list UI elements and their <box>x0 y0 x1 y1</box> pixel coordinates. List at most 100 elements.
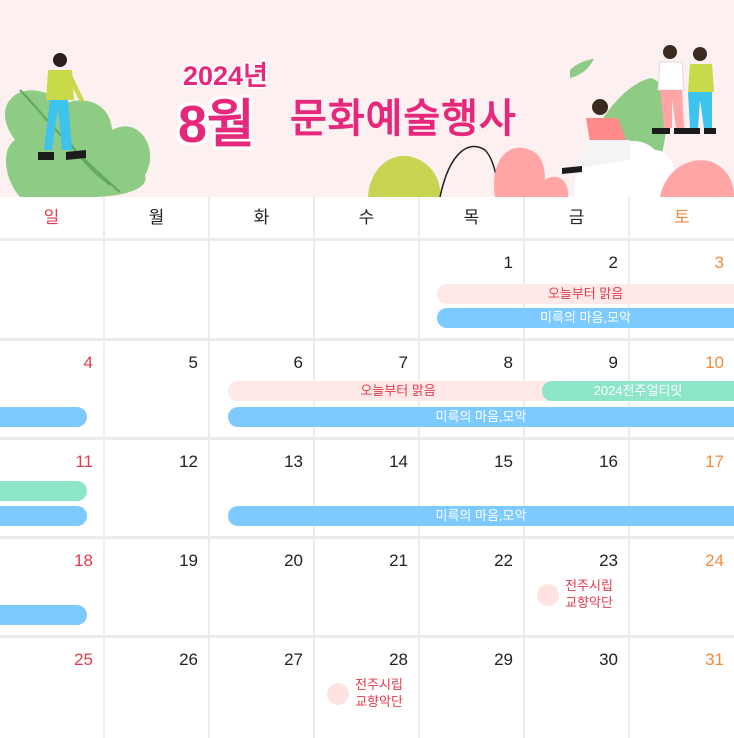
weekday-wed: 수 <box>315 197 420 241</box>
day-number: 27 <box>284 650 303 669</box>
day-cell[interactable]: 5 <box>105 341 210 440</box>
bush-icon <box>439 145 501 197</box>
day-number: 6 <box>293 353 303 372</box>
weekday-sat: 토 <box>630 197 734 241</box>
weekday-thu: 목 <box>420 197 525 241</box>
event-bar-jeonju-ultimate-end[interactable] <box>0 481 87 501</box>
event-bar-mireuk[interactable]: 미륵의 마음,모악 <box>228 407 734 427</box>
day-number: 17 <box>705 452 724 471</box>
day-number: 1 <box>503 253 513 272</box>
day-number: 16 <box>599 452 618 471</box>
day-cell[interactable]: 29 <box>420 638 525 738</box>
person-icon <box>562 166 582 174</box>
person-icon <box>657 61 685 91</box>
day-cell[interactable]: 24 <box>630 539 734 638</box>
day-number: 23 <box>599 551 618 570</box>
header-year: 2024년 <box>183 61 268 91</box>
weekday-tue: 화 <box>210 197 315 241</box>
weekday-fri: 금 <box>525 197 630 241</box>
day-number: 11 <box>75 452 93 471</box>
event-orchestra-line1: 전주시립 <box>355 677 403 692</box>
person-icon <box>660 90 684 128</box>
person-icon <box>53 53 67 67</box>
person-icon <box>684 128 716 134</box>
header-month: 8월 <box>178 96 255 154</box>
person-icon <box>663 45 677 59</box>
day-cell[interactable]: 22 <box>420 539 525 638</box>
day-number: 14 <box>389 452 408 471</box>
day-number: 5 <box>188 353 198 372</box>
event-orchestra-23[interactable]: 전주시립 교향악단 <box>556 577 622 611</box>
day-number: 3 <box>714 253 724 272</box>
person-icon <box>46 70 74 100</box>
day-number: 4 <box>83 353 93 372</box>
day-number: 28 <box>389 650 408 669</box>
event-bar-oneul[interactable]: 오늘부터 맑음 <box>437 284 734 304</box>
header-title: 문화예술행사 <box>290 97 517 141</box>
person-icon <box>586 118 626 142</box>
event-bar-mireuk-end[interactable] <box>0 506 87 526</box>
leaf-icon <box>5 90 151 197</box>
event-dot <box>327 683 349 705</box>
day-cell[interactable]: 12 <box>105 440 210 539</box>
day-cell[interactable] <box>105 241 210 341</box>
day-number: 8 <box>503 353 513 372</box>
day-number: 30 <box>599 650 618 669</box>
day-cell[interactable]: 26 <box>105 638 210 738</box>
day-number: 18 <box>74 551 93 570</box>
event-orchestra-line2: 교향악단 <box>355 694 403 709</box>
bush-icon <box>574 140 677 197</box>
day-number: 20 <box>284 551 303 570</box>
calendar-grid: 1 2 3 4 5 6 7 8 9 10 11 12 13 14 15 16 1… <box>0 241 734 738</box>
person-icon <box>70 75 84 102</box>
day-cell[interactable]: 19 <box>105 539 210 638</box>
day-number: 24 <box>705 551 724 570</box>
event-orchestra-28[interactable]: 전주시립 교향악단 <box>346 676 412 710</box>
weekday-mon: 월 <box>105 197 210 241</box>
bush-icon <box>494 147 569 197</box>
leaf-icon <box>570 58 594 78</box>
event-bar-mireuk-end[interactable] <box>0 605 87 625</box>
day-cell[interactable]: 30 <box>525 638 630 738</box>
day-number: 29 <box>494 650 513 669</box>
bush-icon <box>660 160 734 197</box>
header-banner: 2024년 8월 문화예술행사 <box>0 0 734 197</box>
event-orchestra-line2: 교향악단 <box>565 595 613 610</box>
event-bar-mireuk[interactable]: 미륵의 마음,모악 <box>228 506 734 526</box>
day-number: 21 <box>389 551 408 570</box>
event-bar-mireuk[interactable]: 미륵의 마음,모악 <box>437 308 734 328</box>
day-number: 22 <box>494 551 513 570</box>
person-icon <box>592 99 608 115</box>
day-number: 19 <box>179 551 198 570</box>
decoration-illustration <box>5 45 734 197</box>
day-cell[interactable]: 27 <box>210 638 315 738</box>
person-icon <box>688 92 712 128</box>
day-number: 15 <box>494 452 513 471</box>
day-cell[interactable]: 21 <box>315 539 420 638</box>
day-number: 26 <box>179 650 198 669</box>
weekday-header: 일 월 화 수 목 금 토 <box>0 197 734 241</box>
event-dot <box>537 584 559 606</box>
person-icon <box>688 64 714 92</box>
event-bar-mireuk-end[interactable] <box>0 407 87 427</box>
bush-icon <box>368 155 441 197</box>
day-number: 9 <box>608 353 618 372</box>
day-cell[interactable]: 20 <box>210 539 315 638</box>
person-icon <box>38 150 86 160</box>
day-cell[interactable] <box>210 241 315 341</box>
day-number: 25 <box>74 650 93 669</box>
day-cell[interactable] <box>0 241 105 341</box>
person-icon <box>652 128 690 134</box>
day-number: 10 <box>705 353 724 372</box>
event-orchestra-line1: 전주시립 <box>565 578 613 593</box>
day-number: 13 <box>284 452 303 471</box>
event-bar-oneul[interactable]: 오늘부터 맑음 <box>228 381 568 401</box>
day-cell[interactable]: 31 <box>630 638 734 738</box>
event-bar-jeonju-ultimate[interactable]: 2024전주얼티밋 <box>542 381 734 401</box>
day-number: 2 <box>608 253 618 272</box>
day-cell[interactable] <box>315 241 420 341</box>
person-icon <box>44 100 72 150</box>
day-cell[interactable]: 25 <box>0 638 105 738</box>
weekday-sun: 일 <box>0 197 105 241</box>
day-number: 12 <box>179 452 198 471</box>
